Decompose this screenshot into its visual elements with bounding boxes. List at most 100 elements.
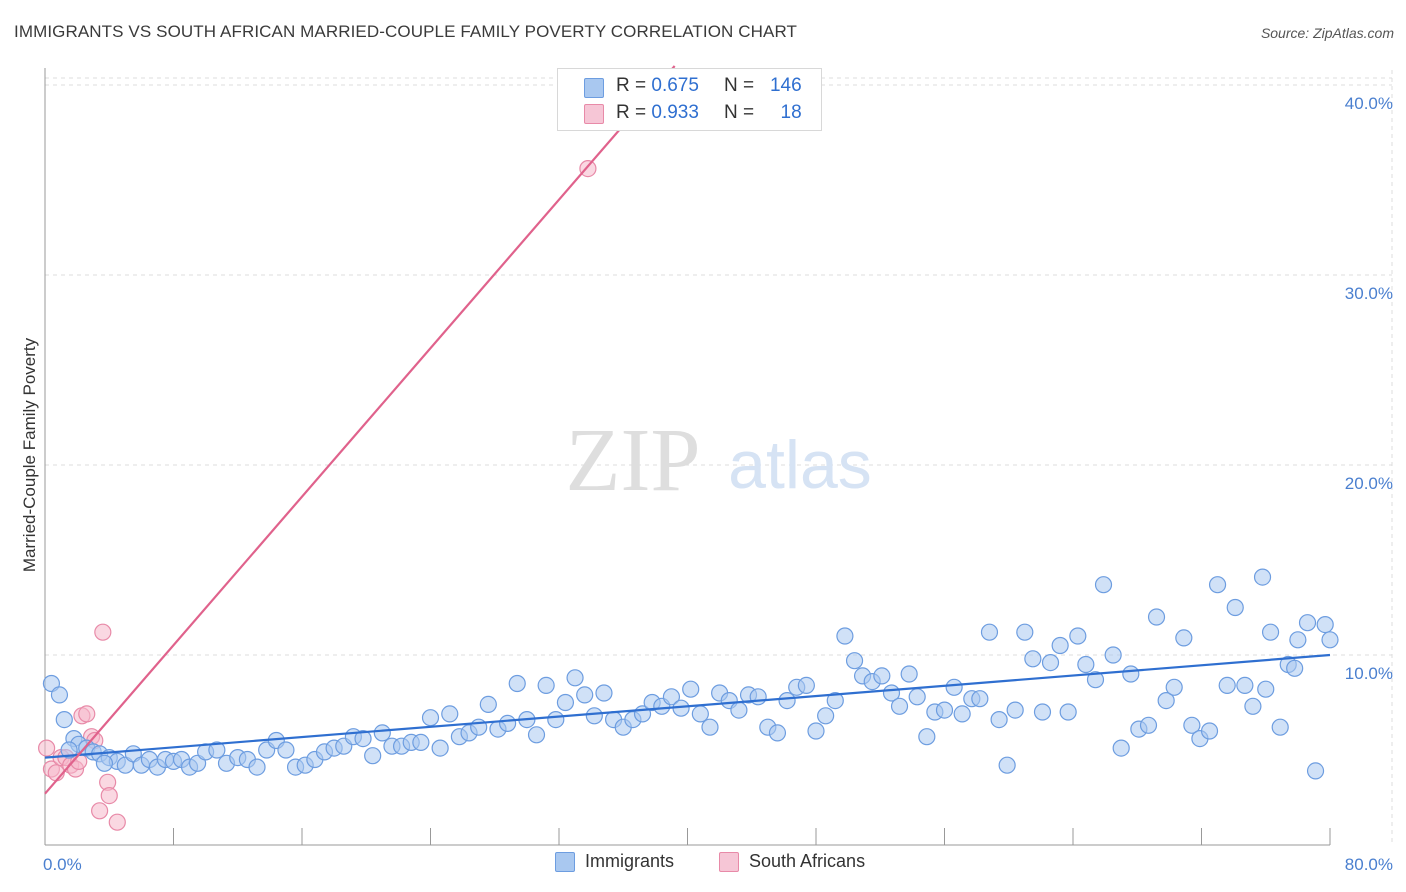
immigrants-point [1218,676,1236,695]
immigrants-point [95,754,114,772]
immigrants-point [1041,653,1060,672]
immigrants-point [1208,576,1227,594]
n-label: N = [724,75,760,96]
immigrants-point [479,695,497,714]
immigrants-point [990,710,1008,729]
trend-lines [44,65,1331,795]
immigrants-point [768,724,787,742]
immigrants-point [576,686,594,704]
immigrants-point [662,688,681,706]
immigrants-point [364,747,382,765]
immigrants-point [421,709,440,727]
chart-title: IMMIGRANTS VS SOUTH AFRICAN MARRIED-COUP… [14,22,798,41]
immigrants-point [1261,623,1280,641]
immigrants-point [208,741,226,759]
immigrants-point [1321,631,1339,649]
immigrants-point [778,691,796,710]
legend-item-immigrants: Immigrants [555,851,674,872]
axes [44,68,1331,846]
r-value: 0.933 [651,102,699,123]
immigrants-point [749,688,767,706]
immigrants-point [1286,659,1304,677]
x-tick-label: 0.0% [43,855,82,874]
immigrants-point [945,678,963,696]
immigrants-point [527,726,546,744]
immigrants-point [537,676,555,695]
immigrants-point [1033,703,1052,721]
legend-label-immigrants: Immigrants [585,851,675,871]
south-africans-point [108,813,126,831]
immigrants-point [595,684,613,702]
immigrants-point [1244,697,1262,715]
immigrants-point [1236,676,1254,695]
immigrants-point [60,741,78,759]
immigrants-point [890,697,909,715]
series-immigrants [42,568,1339,780]
immigrants-point [807,722,825,740]
immigrants-point [1139,716,1158,734]
immigrants-point [1122,665,1140,683]
immigrants-point [730,701,748,719]
immigrants-point [585,707,603,725]
south-africans-point [78,705,96,723]
immigrants-point [1086,671,1105,689]
n-value: 18 [780,102,802,123]
immigrants-point [354,729,372,748]
r-value: 0.675 [651,75,699,96]
immigrants-point [1051,636,1069,655]
immigrants-point [412,733,430,752]
immigrants-point [50,686,69,704]
gridlines [45,70,1393,845]
immigrants-point [980,623,999,641]
immigrants-point [1316,615,1334,634]
immigrants-point [935,701,954,719]
immigrants-legend-swatch [555,851,575,872]
south-africans-trend-line [44,65,676,795]
watermark-atlas: atlas [728,427,872,503]
immigrants-point [1016,623,1034,641]
immigrants-point [1147,608,1166,626]
immigrants-point [908,688,926,706]
immigrants-point [1253,568,1272,586]
immigrants-point [1183,716,1201,734]
south-africans-point [94,623,112,641]
immigrants-point [691,705,709,723]
immigrants-point [1175,629,1193,647]
immigrants-point [1094,576,1113,594]
legend-item-south-africans: South Africans [719,851,865,872]
watermark-zip: ZIP [566,411,701,510]
immigrants-point [556,693,575,712]
immigrants-point [873,667,891,685]
r-label: R = [616,75,652,96]
immigrants-point [1069,627,1087,645]
n-value: 146 [769,75,802,96]
immigrants-point [1059,703,1077,721]
immigrants-point [547,710,565,729]
immigrants-point [826,691,844,710]
immigrants-point [1157,691,1175,710]
immigrants-swatch [584,78,604,98]
tick-labels: 10.0% 20.0% 30.0% 40.0% 0.0% 80.0% [43,94,1393,874]
immigrants-point [499,714,517,733]
south-africans-swatch [584,104,604,124]
immigrants-point [277,741,295,759]
immigrants-point [1271,718,1289,736]
immigrants-point [248,758,266,776]
y-tick-label: 30.0% [1345,284,1393,303]
immigrants-point [373,724,391,742]
r-label: R = [616,102,652,123]
watermark: ZIP atlas [566,411,872,510]
y-axis-label: Married-Couple Family Poverty [20,337,39,572]
immigrants-point [1298,614,1317,632]
immigrants-point [701,718,719,736]
south-africans-legend-swatch [719,851,739,872]
immigrants-point [918,728,936,746]
immigrants-point [797,676,815,695]
immigrants-point [1077,655,1095,674]
immigrants-point [953,705,971,723]
immigrants-point [682,680,700,698]
immigrants-point [998,756,1016,774]
x-tick-label: 80.0% [1345,855,1393,874]
immigrants-point [971,690,989,708]
immigrants-point [845,652,864,670]
